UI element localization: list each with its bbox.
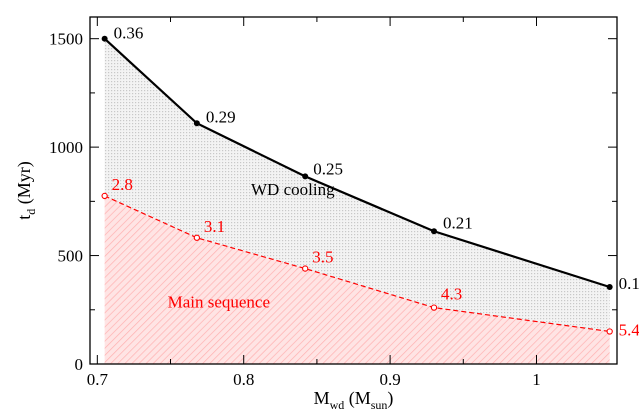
x-tick-label: 1 (532, 370, 541, 389)
main-sequence-point (606, 328, 613, 335)
y-tick-label: 500 (58, 247, 84, 266)
ticks-layer: 0.7 0.8 0.9 1 0 500 1000 1500 (49, 17, 617, 389)
main-sequence-region (104, 195, 610, 364)
x-tick-label: 0.7 (87, 370, 109, 389)
fill-layer (104, 38, 610, 364)
main-sequence-point-label: 2.8 (112, 175, 133, 194)
plot-frame (89, 16, 618, 365)
wd-cooling-point (193, 120, 200, 127)
x-axis-label: Mwd (Msun) (314, 388, 394, 412)
main-sequence-point (101, 192, 108, 200)
region-label: Main sequence (168, 293, 270, 312)
wd-cooling-point (101, 35, 108, 42)
main-sequence-point (302, 265, 309, 272)
wd-cooling-region (104, 38, 610, 332)
y-tick-label: 1000 (49, 138, 83, 157)
wd-cooling-point-label: 0.18 (619, 274, 639, 293)
main-sequence-point (430, 304, 438, 311)
y-axis-label: td (Myr) (14, 161, 38, 220)
x-tick-label: 0.8 (233, 370, 254, 389)
y-tick-label: 1500 (49, 30, 83, 49)
main-sequence-point-label: 4.3 (441, 285, 462, 304)
wd-cooling-point-label: 0.25 (313, 159, 343, 178)
y-tick-label: 0 (75, 355, 84, 374)
region-label: WD cooling (251, 180, 335, 199)
labels-layer: 0.36 0.29 0.25 0.21 0.18 2.8 3.1 3.5 4.3 5.4 WD co… (112, 24, 639, 340)
wd-cooling-point (606, 284, 613, 291)
wd-cooling-point-label: 0.29 (206, 107, 236, 126)
wd-cooling-point (302, 173, 309, 180)
main-sequence-line (104, 195, 610, 333)
x-tick-label: 0.9 (379, 370, 400, 389)
main-sequence-point-label: 3.1 (204, 217, 225, 236)
wd-cooling-point (431, 228, 438, 235)
main-sequence-point-label: 3.5 (312, 248, 333, 267)
wd-cooling-point-label: 0.21 (443, 213, 473, 232)
series-layer (101, 35, 613, 335)
main-sequence-point (193, 234, 201, 241)
main-sequence-point-label: 5.4 (619, 320, 639, 339)
wd-cooling-point-label: 0.36 (114, 24, 144, 43)
